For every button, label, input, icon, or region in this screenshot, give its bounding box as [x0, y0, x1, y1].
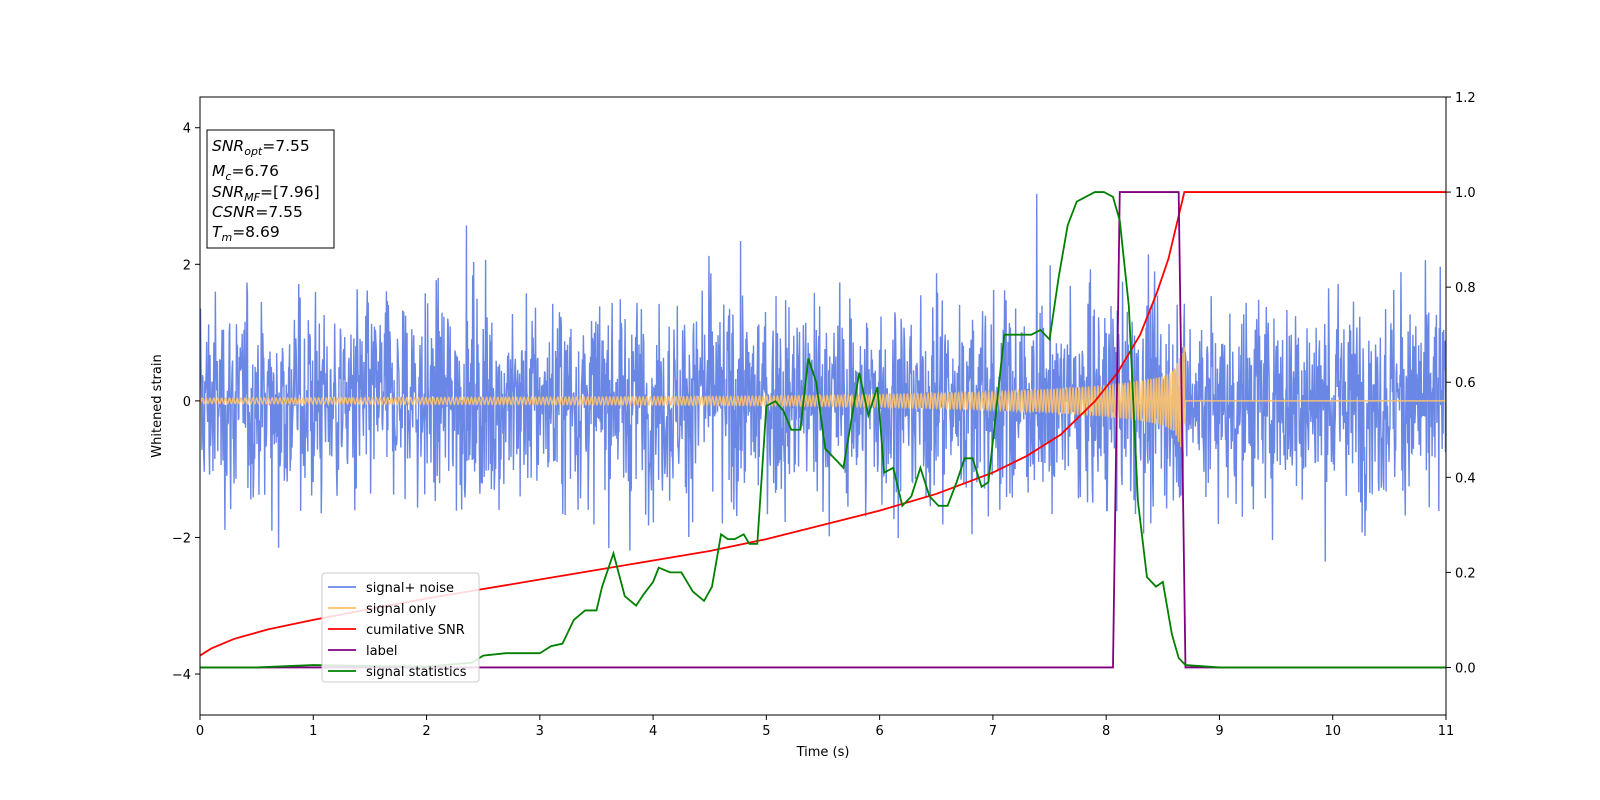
y-right-tick-label: 0.2 — [1455, 566, 1476, 581]
y-left-tick-label: 4 — [183, 122, 191, 137]
y-axis-label: Whitened strain — [150, 354, 165, 457]
info-box-line: Mc=6.76 — [212, 162, 279, 183]
legend-entry-label: label — [366, 644, 397, 659]
x-tick-label: 8 — [1102, 724, 1110, 739]
x-tick-label: 2 — [422, 724, 430, 739]
x-tick-label: 10 — [1324, 724, 1341, 739]
y-left-tick-label: −2 — [172, 531, 191, 546]
x-axis: 0 1 2 3 4 5 6 7 8 9 10 11 — [196, 715, 1454, 739]
legend-entry-label: signal only — [366, 602, 436, 617]
info-box-line: SNRMF=[7.96] — [212, 183, 320, 204]
y-axis-right: 0.0 0.2 0.4 0.6 0.8 1.0 1.2 — [1446, 91, 1476, 676]
y-right-tick-label: 0.6 — [1455, 376, 1476, 391]
x-tick-label: 3 — [536, 724, 544, 739]
x-tick-label: 5 — [762, 724, 770, 739]
legend-entry-label: cumilative SNR — [366, 623, 465, 638]
legend-entry-label: signal+ noise — [366, 581, 454, 596]
y-right-tick-label: 1.2 — [1455, 91, 1476, 106]
y-right-tick-label: 0.8 — [1455, 281, 1476, 296]
noise-layer — [200, 193, 1446, 562]
y-axis-left: −4 −2 0 2 4 — [172, 122, 200, 683]
x-tick-label: 1 — [309, 724, 317, 739]
series-signal-noise-line — [200, 193, 1446, 562]
x-axis-label: Time (s) — [796, 745, 850, 760]
x-tick-label: 11 — [1438, 724, 1455, 739]
info-box-line: CSNR=7.55 — [212, 203, 303, 221]
y-right-tick-label: 0.0 — [1455, 661, 1476, 676]
plot-frame — [199, 96, 1447, 716]
x-tick-label: 0 — [196, 724, 204, 739]
signal-layer — [200, 346, 1446, 453]
y-right-tick-label: 0.4 — [1455, 471, 1476, 486]
x-tick-label: 4 — [649, 724, 657, 739]
y-left-tick-label: −4 — [172, 668, 191, 683]
y-right-tick-label: 1.0 — [1455, 186, 1476, 201]
info-box-line: SNRopt=7.55 — [212, 137, 310, 158]
series-signal-only-line — [200, 346, 1446, 453]
series-signal-statistics-line — [200, 191, 1446, 669]
y-left-tick-label: 0 — [183, 395, 191, 410]
x-tick-label: 6 — [875, 724, 883, 739]
x-tick-label: 9 — [1215, 724, 1223, 739]
x-tick-label: 7 — [989, 724, 997, 739]
y-left-tick-label: 2 — [183, 258, 191, 273]
legend-entry-label: signal statistics — [366, 665, 467, 680]
info-box-line: Tm=8.69 — [212, 223, 280, 244]
legend: signal+ noise signal only cumilative SNR la… — [321, 572, 480, 683]
